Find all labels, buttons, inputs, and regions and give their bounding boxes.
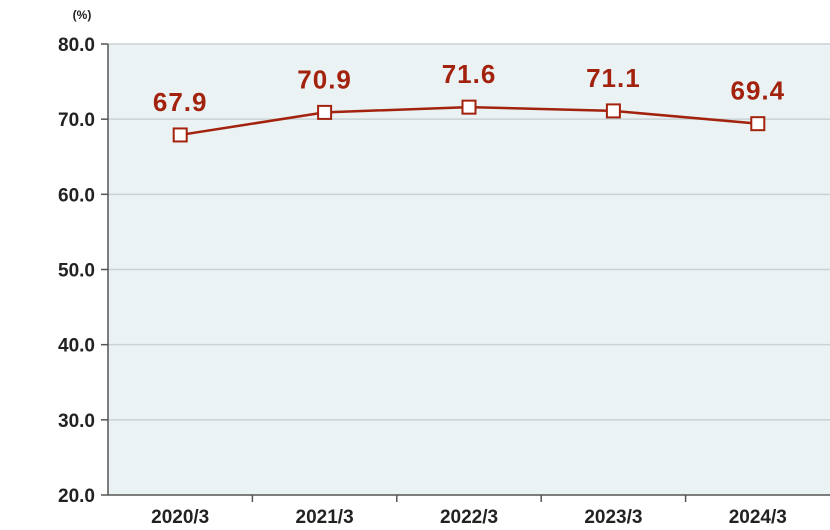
series-group [172, 99, 766, 143]
data-label: 70.9 [297, 64, 352, 94]
y-tick-label: 40.0 [58, 336, 95, 357]
y-tick-label: 50.0 [58, 261, 95, 282]
data-point-marker [750, 116, 766, 132]
data-point-marker [461, 99, 477, 115]
data-label: 69.4 [730, 76, 785, 106]
gridlines [108, 43, 830, 421]
x-tick-label: 2020/3 [151, 507, 209, 528]
y-tick-label: 60.0 [58, 185, 95, 206]
data-point-marker [317, 104, 333, 120]
data-labels-group: 67.9 70.9 71.6 71.1 69.4 [153, 59, 785, 117]
data-point-marker [172, 127, 188, 143]
data-label: 71.6 [442, 59, 497, 89]
y-axis-ticks: 80.0 70.0 60.0 50.0 40.0 30.0 20.0 [58, 35, 108, 507]
y-tick-label: 70.0 [58, 110, 95, 131]
data-label: 67.9 [153, 87, 208, 117]
x-tick-label: 2022/3 [440, 507, 498, 528]
data-point-marker [605, 103, 621, 119]
data-label: 71.1 [586, 63, 641, 93]
x-tick-label: 2024/3 [729, 507, 787, 528]
x-axis-ticks: 2020/3 2021/3 2022/3 2023/3 2024/3 [151, 495, 787, 528]
y-tick-label: 20.0 [58, 486, 95, 507]
x-tick-label: 2021/3 [296, 507, 354, 528]
y-tick-label: 30.0 [58, 411, 95, 432]
y-axis-unit-label: (%) [73, 8, 92, 22]
x-tick-label: 2023/3 [584, 507, 642, 528]
y-tick-label: 80.0 [58, 35, 95, 56]
